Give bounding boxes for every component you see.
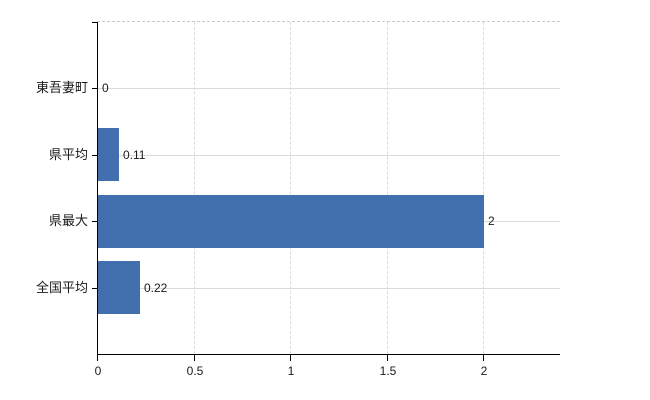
h-gridline <box>97 288 560 289</box>
category-label: 全国平均 <box>35 280 88 295</box>
bar-value-label: 0 <box>102 81 109 95</box>
plot-top-border <box>97 21 560 22</box>
y-tick <box>92 221 97 222</box>
x-tick-label: 2 <box>480 364 488 378</box>
bar <box>98 195 484 248</box>
x-tick <box>387 355 388 361</box>
x-tick-label: 0.5 <box>186 364 204 378</box>
y-tick <box>92 288 97 289</box>
h-gridline <box>97 155 560 156</box>
category-label: 東吾妻町 <box>35 80 88 95</box>
bar <box>98 128 119 181</box>
category-label: 県最大 <box>48 213 88 228</box>
bar <box>98 261 140 314</box>
y-tick <box>92 88 97 89</box>
v-gridline <box>194 22 195 354</box>
x-tick <box>483 355 484 361</box>
x-axis-line <box>97 354 560 355</box>
x-tick-label: 0 <box>94 364 102 378</box>
category-label: 県平均 <box>48 147 88 162</box>
y-axis-line <box>97 22 98 355</box>
x-tick <box>194 355 195 361</box>
bar-value-label: 0.22 <box>144 281 168 295</box>
x-tick <box>97 355 98 361</box>
v-gridline <box>483 22 484 354</box>
bar-value-label: 2 <box>488 214 495 228</box>
y-axis-top-tick <box>92 22 97 23</box>
y-tick <box>92 155 97 156</box>
x-tick-label: 1 <box>287 364 295 378</box>
x-tick <box>290 355 291 361</box>
h-gridline <box>97 88 560 89</box>
x-tick-label: 1.5 <box>379 364 397 378</box>
v-gridline <box>290 22 291 354</box>
bar-value-label: 0.11 <box>123 148 146 162</box>
v-gridline <box>387 22 388 354</box>
